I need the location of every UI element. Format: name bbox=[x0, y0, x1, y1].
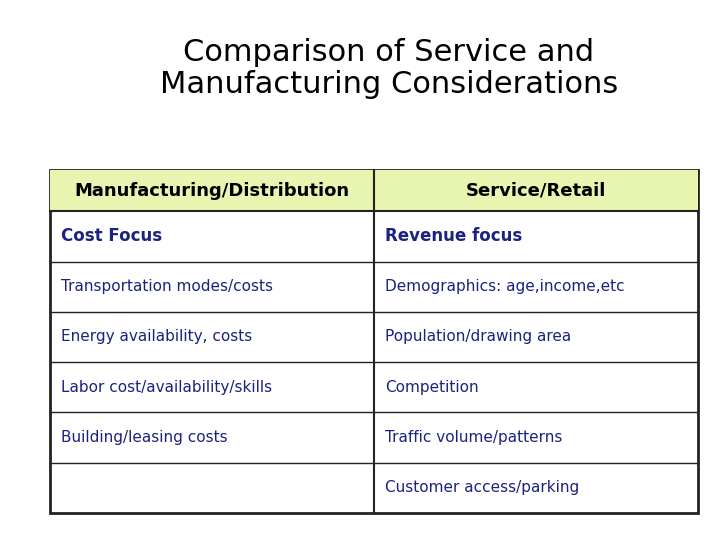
Text: Competition: Competition bbox=[385, 380, 479, 395]
Text: Service/Retail: Service/Retail bbox=[467, 181, 606, 200]
Text: Customer access/parking: Customer access/parking bbox=[385, 481, 580, 495]
Text: Manufacturing/Distribution: Manufacturing/Distribution bbox=[75, 181, 350, 200]
Text: Demographics: age,income,etc: Demographics: age,income,etc bbox=[385, 279, 625, 294]
Text: Building/leasing costs: Building/leasing costs bbox=[61, 430, 228, 445]
Text: Traffic volume/patterns: Traffic volume/patterns bbox=[385, 430, 562, 445]
Text: Labor cost/availability/skills: Labor cost/availability/skills bbox=[61, 380, 272, 395]
Text: Cost Focus: Cost Focus bbox=[61, 227, 162, 245]
Text: Transportation modes/costs: Transportation modes/costs bbox=[61, 279, 273, 294]
Text: Comparison of Service and
Manufacturing Considerations: Comparison of Service and Manufacturing … bbox=[160, 38, 618, 99]
Text: Population/drawing area: Population/drawing area bbox=[385, 329, 572, 345]
Bar bbox=[50, 170, 698, 513]
Text: Energy availability, costs: Energy availability, costs bbox=[61, 329, 253, 345]
Text: Revenue focus: Revenue focus bbox=[385, 227, 523, 245]
Bar bbox=[50, 170, 698, 211]
